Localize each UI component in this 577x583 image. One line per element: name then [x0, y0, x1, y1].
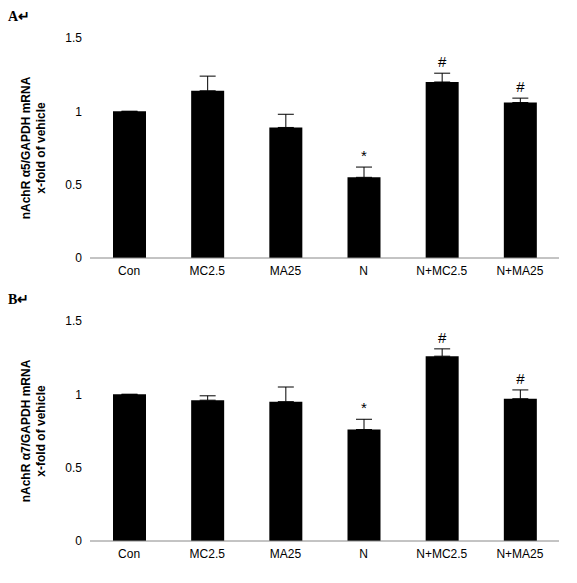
svg-text:nAchR α7/GAPDH mRNAx-fold of v: nAchR α7/GAPDH mRNAx-fold of vehicle: [19, 359, 48, 502]
svg-text:#: #: [438, 329, 447, 346]
svg-text:#: #: [516, 78, 525, 95]
svg-text:1.5: 1.5: [65, 31, 82, 45]
svg-text:N+MC2.5: N+MC2.5: [416, 547, 467, 561]
svg-text:MA25: MA25: [270, 547, 302, 561]
html-text:A↵: A↵: [8, 9, 31, 24]
svg-text:MA25: MA25: [270, 264, 302, 278]
svg-text:0: 0: [75, 251, 82, 265]
svg-text:Con: Con: [118, 547, 140, 561]
svg-text:0.5: 0.5: [65, 178, 82, 192]
svg-text:0: 0: [75, 534, 82, 548]
svg-text:MC2.5: MC2.5: [190, 264, 226, 278]
html-text:B↵: B↵: [8, 292, 30, 307]
svg-text:N: N: [359, 264, 368, 278]
svg-text:N+MA25: N+MA25: [496, 547, 543, 561]
svg-text:#: #: [438, 53, 447, 70]
svg-text:*: *: [361, 147, 367, 164]
svg-text:1: 1: [75, 388, 82, 402]
svg-text:0.5: 0.5: [65, 461, 82, 475]
svg-text:N: N: [359, 547, 368, 561]
svg-text:MC2.5: MC2.5: [190, 547, 226, 561]
svg-text:N+MC2.5: N+MC2.5: [416, 264, 467, 278]
svg-text:1: 1: [75, 105, 82, 119]
svg-text:Con: Con: [118, 264, 140, 278]
svg-text:1.5: 1.5: [65, 314, 82, 328]
svg-text:nAchR α5/GAPDH mRNAx-fold of v: nAchR α5/GAPDH mRNAx-fold of vehicle: [19, 76, 48, 219]
svg-text:*: *: [361, 399, 367, 416]
svg-text:N+MA25: N+MA25: [496, 264, 543, 278]
svg-text:#: #: [516, 370, 525, 387]
